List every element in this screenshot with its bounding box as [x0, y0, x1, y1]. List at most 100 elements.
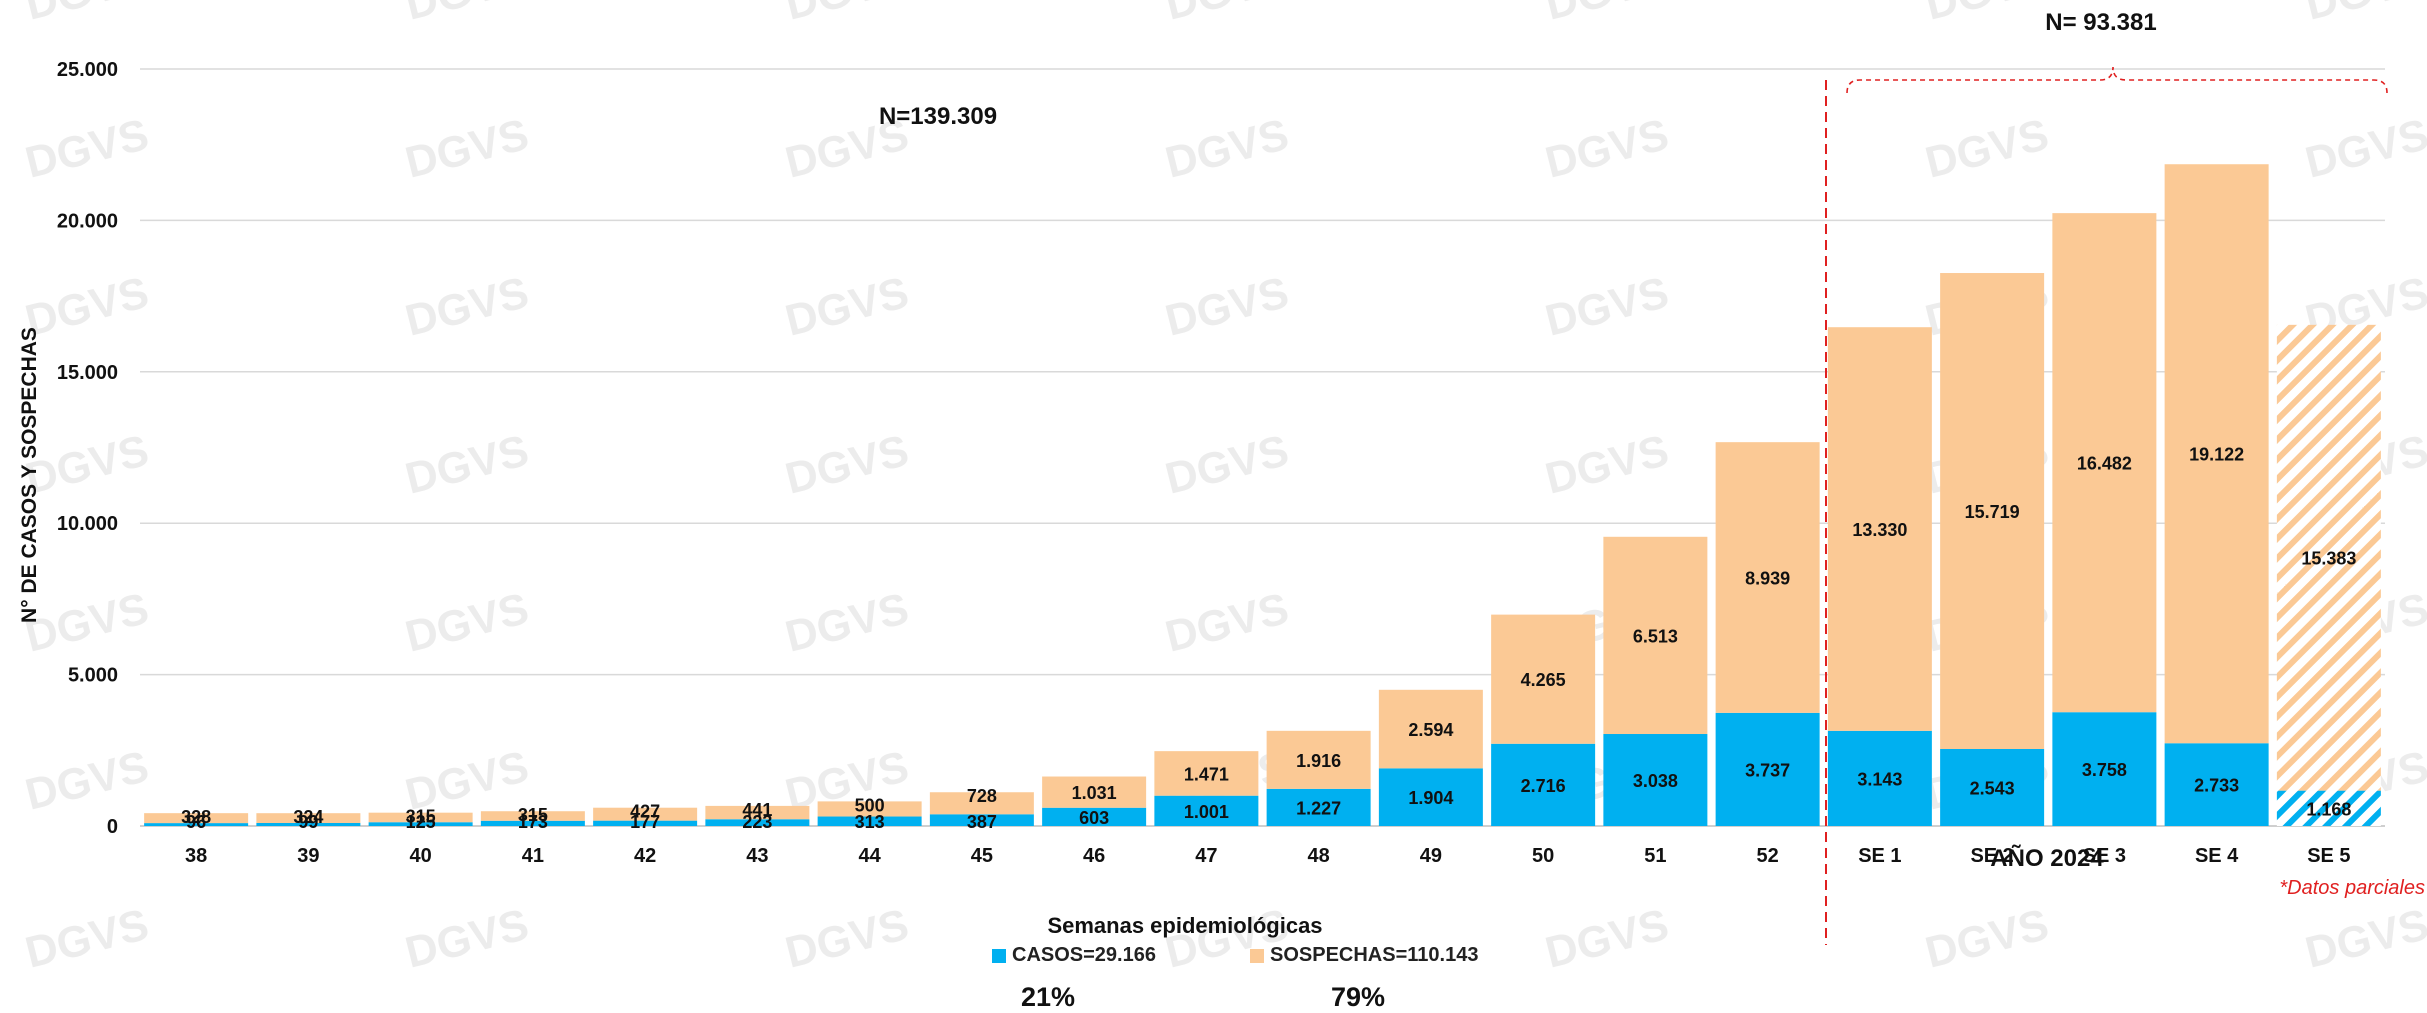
y-tick-label: 15.000	[57, 362, 118, 384]
bar-sospechas	[1827, 327, 1932, 731]
data-label-sospechas: 315	[406, 807, 436, 827]
x-tick-label: 40	[410, 845, 432, 867]
x-tick-label: 46	[1083, 845, 1105, 867]
data-label-sospechas: 6.513	[1633, 626, 1678, 646]
y-tick-label: 0	[107, 816, 118, 838]
data-label-casos: 177	[630, 812, 660, 832]
bar-sospechas	[593, 807, 698, 821]
watermark-text: DGVS	[1161, 0, 1294, 30]
data-label-casos: 96	[186, 812, 206, 832]
watermark-text: DGVS	[1161, 268, 1294, 346]
watermark-text: DGVS	[1921, 900, 2054, 978]
watermark-text: DGVS	[1541, 0, 1674, 30]
bar-sospechas	[368, 812, 473, 823]
data-label-casos: 1.168	[2306, 799, 2351, 819]
watermark-text: DGVS	[21, 900, 154, 978]
year-label: AÑO 2024	[1990, 844, 2104, 872]
data-label-casos: 2.543	[1970, 778, 2015, 798]
partial-data-note: *Datos parciales	[2279, 877, 2425, 899]
data-label-casos: 387	[967, 812, 997, 832]
data-label-casos: 223	[742, 812, 772, 832]
data-label-casos: 1.904	[1408, 788, 1453, 808]
bar-casos	[368, 822, 473, 826]
watermark-text: DGVS	[1161, 584, 1294, 662]
x-tick-label: 48	[1308, 845, 1330, 867]
y-tick-label: 5.000	[68, 665, 118, 687]
data-label-casos: 125	[406, 812, 436, 832]
data-label-sospechas: 728	[967, 786, 997, 806]
bar-casos	[929, 814, 1034, 826]
data-label-sospechas: 500	[855, 795, 885, 815]
bar-casos	[1378, 768, 1483, 826]
x-tick-label: 39	[297, 845, 319, 867]
y-tick-label: 25.000	[57, 59, 118, 81]
bar-sospechas	[256, 813, 361, 824]
watermark-text: DGVS	[2301, 900, 2427, 978]
watermark-text: DGVS	[781, 584, 914, 662]
n-2024-annotation: N= 93.381	[2045, 9, 2156, 36]
data-label-sospechas: 15.719	[1965, 502, 2020, 522]
data-label-sospechas: 328	[181, 807, 211, 827]
data-label-sospechas: 324	[293, 807, 323, 827]
bar-casos	[705, 819, 810, 826]
watermark-text: DGVS	[21, 742, 154, 820]
bar-sospechas	[2276, 324, 2381, 791]
watermark-text: DGVS	[2301, 0, 2427, 30]
data-label-casos: 2.716	[1521, 776, 1566, 796]
x-tick-label: 52	[1757, 845, 1779, 867]
watermark-text: DGVS	[1541, 268, 1674, 346]
watermark-text: DGVS	[401, 900, 534, 978]
x-tick-label: SE 4	[2195, 845, 2239, 867]
bars-layer	[144, 164, 2381, 826]
bar-sospechas	[2164, 164, 2269, 744]
data-label-sospechas: 315	[518, 805, 548, 825]
watermark-text: DGVS	[21, 110, 154, 188]
data-label-sospechas: 13.330	[1852, 520, 1907, 540]
bar-casos	[1154, 795, 1259, 826]
data-label-sospechas: 1.916	[1296, 751, 1341, 771]
watermark-text: DGVS	[401, 268, 534, 346]
bar-casos	[1603, 734, 1708, 826]
watermark-text: DGVS	[401, 426, 534, 504]
n-2023-annotation: N=139.309	[879, 103, 997, 130]
x-tick-label: 45	[971, 845, 993, 867]
watermark-text: DGVS	[1161, 426, 1294, 504]
bar-casos	[1491, 743, 1596, 826]
data-label-casos: 2.733	[2194, 776, 2239, 796]
data-label-sospechas: 4.265	[1521, 670, 1566, 690]
data-label-casos: 3.143	[1857, 769, 1902, 789]
data-label-casos: 1.001	[1184, 802, 1229, 822]
legend-label-casos: CASOS=29.166	[1012, 944, 1156, 966]
legend-swatch-casos	[992, 948, 1006, 963]
watermark-text: DGVS	[781, 268, 914, 346]
year-bracket	[1846, 66, 2388, 94]
watermark-text: DGVS	[1541, 426, 1674, 504]
bar-sospechas	[1154, 751, 1259, 796]
x-tick-label: SE 2	[1970, 845, 2013, 867]
bar-sospechas	[480, 811, 585, 821]
x-tick-label: 38	[185, 845, 207, 867]
x-tick-label: 49	[1420, 845, 1442, 867]
data-label-sospechas: 427	[630, 802, 660, 822]
watermark-text: DGVS	[21, 0, 154, 30]
data-label-casos: 1.227	[1296, 798, 1341, 818]
watermark-text: DGVS	[2301, 110, 2427, 188]
bar-sospechas	[1940, 273, 2045, 749]
data-label-sospechas: 8.939	[1745, 569, 1790, 589]
x-tick-label: 43	[746, 845, 768, 867]
data-label-sospechas: 441	[742, 800, 772, 820]
watermark-text: DGVS	[1541, 110, 1674, 188]
watermark-text: DGVS	[781, 426, 914, 504]
data-label-sospechas: 1.031	[1072, 783, 1117, 803]
data-label-sospechas: 16.482	[2077, 454, 2132, 474]
bar-sospechas	[1378, 689, 1483, 769]
bar-sospechas	[1042, 776, 1147, 808]
data-label-sospechas: 2.594	[1408, 720, 1453, 740]
bar-casos	[1266, 788, 1371, 826]
watermark-text: DGVS	[1921, 110, 2054, 188]
y-axis-title: N° DE CASOS Y SOSPECHAS	[18, 327, 41, 623]
data-label-sospechas: 1.471	[1184, 764, 1229, 784]
bar-sospechas	[1491, 614, 1596, 744]
y-tick-label: 20.000	[57, 210, 118, 232]
